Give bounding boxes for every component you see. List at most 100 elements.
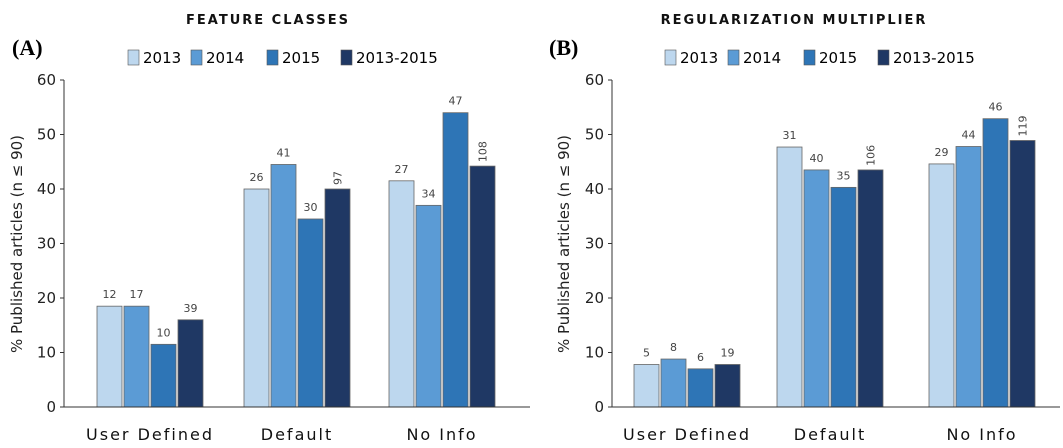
data-label: 108 — [477, 141, 490, 162]
y-tick-label: 0 — [46, 398, 56, 416]
data-label: 46 — [989, 101, 1003, 114]
y-ticks-b: 0 10 20 30 40 50 60 — [585, 71, 612, 416]
data-label: 39 — [184, 302, 198, 315]
legend-b: 2013 2014 2015 2013-2015 — [664, 49, 975, 67]
bar-2013-default — [243, 188, 270, 408]
legend-label-2013-2015: 2013-2015 — [356, 49, 438, 67]
bars-b — [633, 118, 1036, 408]
bar-2013-2015-default — [324, 188, 351, 408]
bar-2014-no-info — [415, 204, 442, 408]
panel-b: REGULARIZATION MULTIPLIER (B) % Publishe… — [549, 13, 1060, 444]
legend-swatch-2014 — [727, 49, 740, 66]
legend-label-2015: 2015 — [282, 49, 320, 67]
bar-2013-2015-no-info — [1009, 140, 1036, 408]
data-label: 30 — [304, 201, 318, 214]
bar-2014-default — [803, 169, 830, 408]
panel-a: FEATURE CLASSES (A) % Published articles… — [8, 13, 530, 444]
category-label: User Defined — [623, 425, 751, 444]
y-tick-label: 0 — [594, 398, 604, 416]
chart-title-a: FEATURE CLASSES — [186, 13, 350, 28]
category-label: User Defined — [86, 425, 214, 444]
category-label: Default — [794, 425, 866, 444]
legend-swatch-2014 — [190, 49, 203, 66]
bar-2013-user-defined — [633, 364, 660, 408]
data-label: 41 — [277, 146, 291, 159]
data-label: 5 — [643, 346, 650, 359]
panel-letter-b: (B) — [549, 35, 578, 60]
bar-2015-no-info — [982, 118, 1009, 408]
data-label: 26 — [250, 171, 264, 184]
data-labels-a: 12 17 10 39 26 41 30 97 27 34 47 108 — [103, 95, 490, 340]
data-labels-b: 5 8 6 19 31 40 35 106 29 44 46 119 — [643, 101, 1030, 364]
bars-a — [96, 112, 496, 408]
data-label: 31 — [783, 129, 797, 142]
bar-2015-default — [297, 218, 324, 408]
legend-swatch-2015 — [266, 49, 279, 66]
data-label: 44 — [962, 128, 976, 141]
data-label: 12 — [103, 288, 117, 301]
legend-swatch-2013-2015 — [877, 49, 890, 66]
bar-2014-user-defined — [123, 305, 150, 408]
data-label: 29 — [935, 146, 949, 159]
category-labels-a: User Defined Default No Info — [86, 425, 477, 444]
bar-2013-2015-user-defined — [177, 319, 204, 408]
data-label: 40 — [810, 152, 824, 165]
legend-label-2013: 2013 — [680, 49, 718, 67]
category-label: No Info — [946, 425, 1017, 444]
data-label: 10 — [157, 326, 171, 339]
legend-label-2014: 2014 — [743, 49, 781, 67]
category-labels-b: User Defined Default No Info — [623, 425, 1017, 444]
bar-2013-no-info — [928, 163, 955, 408]
y-tick-label: 60 — [585, 71, 604, 89]
data-label: 119 — [1017, 115, 1030, 136]
data-label: 8 — [670, 341, 677, 354]
y-tick-label: 40 — [37, 180, 56, 198]
data-label: 17 — [130, 288, 144, 301]
chart-title-b: REGULARIZATION MULTIPLIER — [661, 13, 928, 28]
legend-label-2013: 2013 — [143, 49, 181, 67]
y-tick-label: 10 — [585, 344, 604, 362]
data-label: 106 — [865, 145, 878, 166]
y-axis-label-b: % Published articles (n ≤ 90) — [555, 135, 573, 353]
y-tick-label: 40 — [585, 180, 604, 198]
y-tick-label: 20 — [37, 289, 56, 307]
data-label: 35 — [837, 169, 851, 182]
bar-2015-default — [830, 186, 857, 408]
legend-swatch-2013 — [127, 49, 140, 66]
y-tick-label: 50 — [585, 126, 604, 144]
bar-2013-user-defined — [96, 305, 123, 408]
bar-2013-default — [776, 146, 803, 408]
y-tick-label: 30 — [585, 235, 604, 253]
data-label: 97 — [332, 171, 345, 185]
bar-2014-user-defined — [660, 358, 687, 408]
bar-2013-2015-no-info — [469, 165, 496, 408]
category-label: Default — [261, 425, 333, 444]
legend-label-2014: 2014 — [206, 49, 244, 67]
y-tick-label: 20 — [585, 289, 604, 307]
data-label: 19 — [721, 346, 735, 359]
y-tick-label: 50 — [37, 126, 56, 144]
bar-2014-default — [270, 164, 297, 408]
axes-a — [63, 80, 530, 408]
axes-b — [611, 80, 1060, 408]
bar-2013-no-info — [388, 180, 415, 408]
bar-2014-no-info — [955, 146, 982, 408]
legend-label-2015: 2015 — [819, 49, 857, 67]
legend-swatch-2013 — [664, 49, 677, 66]
y-tick-label: 60 — [37, 71, 56, 89]
data-label: 34 — [422, 187, 436, 200]
y-ticks-a: 0 10 20 30 40 50 60 — [37, 71, 64, 416]
category-label: No Info — [406, 425, 477, 444]
bar-2015-user-defined — [687, 368, 714, 408]
y-tick-label: 10 — [37, 344, 56, 362]
y-axis-label-a: % Published articles (n ≤ 90) — [8, 135, 26, 353]
data-label: 6 — [697, 351, 704, 364]
y-tick-label: 30 — [37, 235, 56, 253]
bar-2013-2015-user-defined — [714, 364, 741, 408]
legend-swatch-2013-2015 — [340, 49, 353, 66]
legend-label-2013-2015: 2013-2015 — [893, 49, 975, 67]
bar-2015-user-defined — [150, 343, 177, 408]
legend-a: 2013 2014 2015 2013-2015 — [127, 49, 438, 67]
